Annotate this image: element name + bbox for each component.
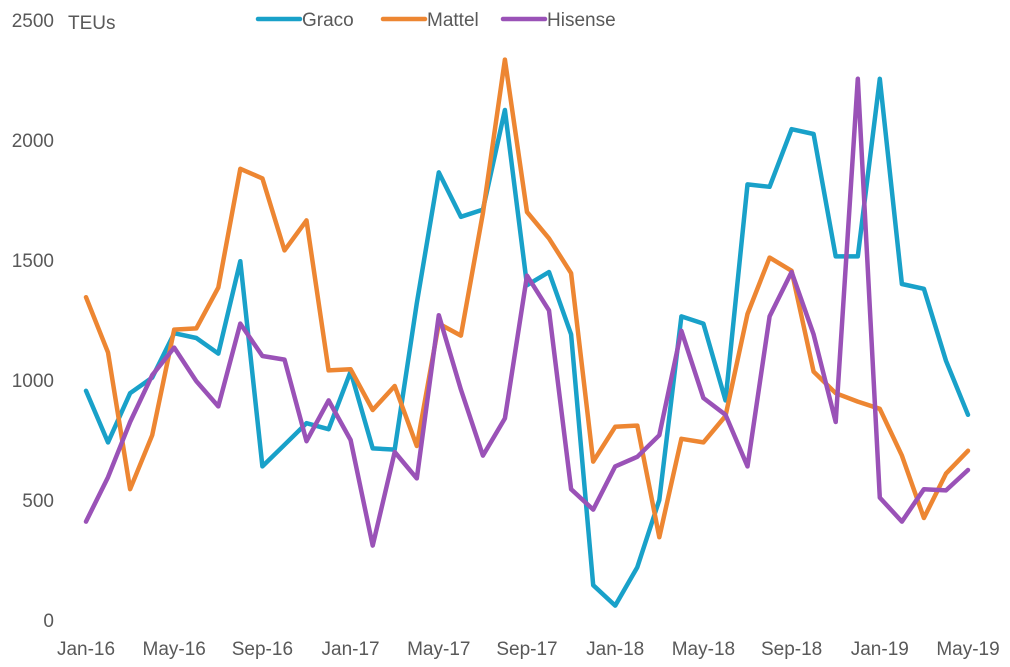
x-tick-label: Sep-16 — [232, 639, 293, 660]
x-tick-label: May-18 — [672, 639, 735, 660]
legend-label: Graco — [302, 10, 354, 31]
legend-label: Mattel — [427, 10, 479, 31]
legend-item-mattel: Mattel — [380, 10, 479, 31]
y-tick-label: 500 — [22, 491, 54, 512]
y-axis-ticks: 0 500 1000 1500 2000 2500 — [12, 11, 54, 632]
x-tick-label: Sep-18 — [761, 639, 822, 660]
x-axis-ticks: Jan-16 May-16 Sep-16 Jan-17 May-17 Sep-17 Jan-… — [57, 639, 1000, 660]
legend-label: Hisense — [547, 10, 616, 31]
y-tick-label: 1500 — [12, 251, 54, 272]
legend-item-hisense: Hisense — [500, 10, 616, 31]
y-tick-label: 1000 — [12, 371, 54, 392]
legend: Graco Mattel Hisense — [255, 10, 616, 31]
x-tick-label: Sep-17 — [496, 639, 557, 660]
y-axis-unit-label: TEUs — [68, 13, 116, 34]
x-tick-label: Jan-19 — [851, 639, 909, 660]
x-tick-label: Jan-17 — [322, 639, 380, 660]
x-tick-label: May-19 — [936, 639, 999, 660]
y-tick-label: 0 — [43, 611, 54, 632]
legend-item-graco: Graco — [255, 10, 354, 31]
x-tick-label: Jan-16 — [57, 639, 115, 660]
series-line-hisense — [83, 76, 971, 548]
plot-area — [83, 57, 971, 608]
y-tick-label: 2500 — [12, 11, 54, 32]
series-line-mattel — [83, 57, 971, 540]
x-tick-label: May-17 — [407, 639, 470, 660]
series-line-graco — [83, 76, 971, 608]
x-tick-label: Jan-18 — [586, 639, 644, 660]
y-tick-label: 2000 — [12, 131, 54, 152]
x-tick-label: May-16 — [143, 639, 206, 660]
